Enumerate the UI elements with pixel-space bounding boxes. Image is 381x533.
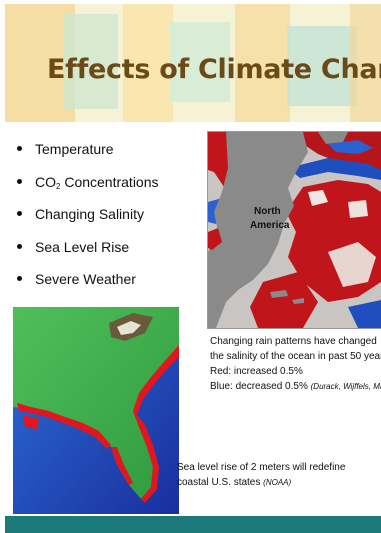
bullet-item: Severe Weather (15, 271, 159, 304)
bullet-text: Sea Level Rise (35, 238, 130, 255)
sea-level-caption: Sea level rise of 2 meters will redefine… (177, 460, 345, 490)
bullet-icon (17, 243, 22, 249)
bullet-item: Sea Level Rise (15, 239, 159, 272)
sea-level-citation: (NOAA) (263, 478, 292, 487)
salinity-caption-line2: the salinity of the ocean in past 50 yea… (210, 351, 381, 362)
bullet-text: CO (35, 173, 56, 190)
salinity-map-graphic (208, 132, 381, 328)
banner-block (287, 26, 357, 106)
sea-level-caption-line1: Sea level rise of 2 meters will redefine (177, 462, 346, 473)
banner-block (63, 14, 118, 109)
slide: Effects of Climate Change Temperature CO… (5, 4, 381, 533)
bullet-icon (17, 276, 22, 281)
bullet-text: Temperature (35, 141, 114, 157)
bullet-item: CO2 Concentrations (15, 174, 159, 207)
banner-block (123, 4, 173, 122)
sea-level-caption-line2-main: coastal U.S. states (177, 477, 264, 488)
bullet-text: Severe Weather (35, 271, 136, 287)
sea-level-caption-line2: coastal U.S. states (NOAA) (177, 475, 345, 490)
map-label-america: America (250, 220, 290, 231)
bullet-item: Changing Salinity (15, 206, 159, 239)
map-label-north: North (254, 206, 281, 217)
banner-block (350, 4, 381, 122)
salinity-citation: (Durack, Wijffels, Matear) (310, 382, 381, 391)
salinity-caption: Changing rain patterns have changed the … (210, 334, 381, 394)
salinity-caption-line1: Changing rain patterns have changed (210, 336, 377, 347)
banner-block (170, 22, 230, 102)
bullet-icon (17, 178, 22, 184)
bullet-text-after: Concentrations (60, 173, 159, 190)
sea-level-map-image (13, 307, 179, 514)
bullet-icon (17, 211, 22, 216)
bullet-item: Temperature (15, 141, 159, 174)
bullet-text: Changing Salinity (35, 206, 144, 222)
sea-level-map-graphic (13, 307, 179, 514)
footer-bar (5, 516, 381, 533)
bullet-subscript: 2 (56, 181, 61, 191)
salinity-caption-line4-main: Blue: decreased 0.5% (210, 381, 311, 392)
salinity-map-image: North America (207, 131, 381, 329)
salinity-caption-line3: Red: increased 0.5% (210, 366, 303, 377)
bullet-list: Temperature CO2 Concentrations Changing … (15, 141, 159, 304)
slide-title: Effects of Climate Change (47, 54, 381, 85)
salinity-caption-line4: Blue: decreased 0.5% (Durack, Wijffels, … (210, 379, 381, 394)
title-banner: Effects of Climate Change (5, 4, 381, 122)
bullet-icon (17, 146, 22, 151)
banner-block (235, 4, 290, 122)
